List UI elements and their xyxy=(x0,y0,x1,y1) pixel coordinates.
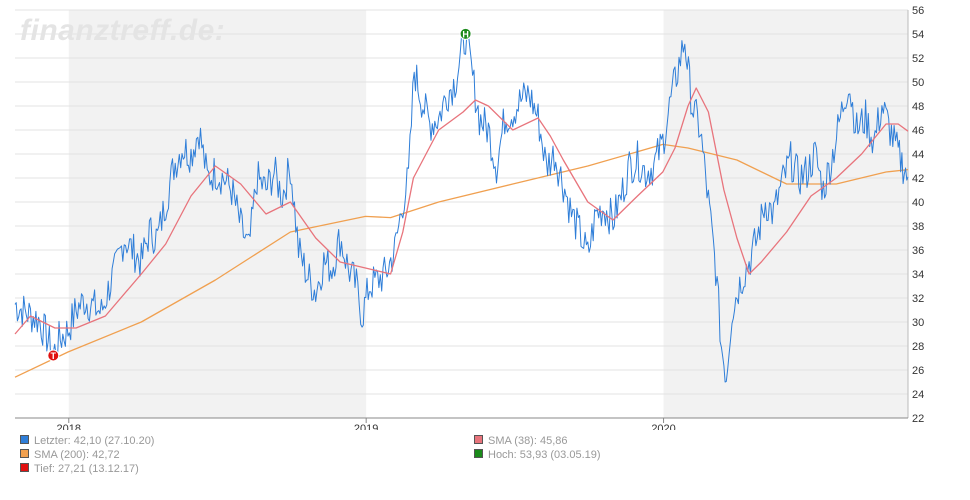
legend-swatch-sma38 xyxy=(474,435,483,444)
y-tick-label-22: 22 xyxy=(912,413,924,425)
y-tick-label-28: 28 xyxy=(912,341,924,353)
high-marker xyxy=(459,27,472,40)
legend-label-sma38: SMA (38): 45,86 xyxy=(488,435,568,447)
legend-item-sma200: SMA (200): 42,72 xyxy=(20,448,120,462)
year-band-2018 xyxy=(68,10,367,418)
x-tick-label-2020: 2020 xyxy=(651,423,675,430)
legend-item-high: Hoch: 53,93 (03.05.19) xyxy=(474,448,601,462)
y-tick-label-38: 38 xyxy=(912,221,924,233)
legend-swatch-sma200 xyxy=(20,449,29,458)
y-tick-label-56: 56 xyxy=(912,5,924,17)
high-marker-label: H xyxy=(462,29,469,39)
legend-swatch-price xyxy=(20,435,29,444)
y-tick-label-50: 50 xyxy=(912,77,924,89)
legend-swatch-low xyxy=(20,463,29,472)
low-marker-label: T xyxy=(51,351,57,361)
legend-swatch-high xyxy=(474,449,483,458)
y-tick-label-24: 24 xyxy=(912,389,924,401)
legend-label-high: Hoch: 53,93 (03.05.19) xyxy=(488,449,601,461)
watermark-logo: finanztreff.de: xyxy=(20,14,226,47)
y-tick-label-36: 36 xyxy=(912,245,924,257)
legend-item-sma38: SMA (38): 45,86 xyxy=(474,434,568,448)
y-tick-label-42: 42 xyxy=(912,173,924,185)
series-sma38 xyxy=(14,87,909,335)
y-tick-label-52: 52 xyxy=(912,53,924,65)
y-tick-label-26: 26 xyxy=(912,365,924,377)
y-tick-label-32: 32 xyxy=(912,293,924,305)
y-tick-label-34: 34 xyxy=(912,269,924,281)
y-tick-label-54: 54 xyxy=(912,29,924,41)
year-band-2020 xyxy=(663,10,908,418)
legend: Letzter: 42,10 (27.10.20) SMA (38): 45,8… xyxy=(0,434,970,494)
y-tick-label-40: 40 xyxy=(912,197,924,209)
chart-plot: 22 24 26 28 30 32 34 36 38 40 42 44 46 48 50 52 54 56 2018… xyxy=(14,5,924,435)
legend-label-low: Tief: 27,21 (13.12.17) xyxy=(34,463,139,475)
x-tick-label-2018: 2018 xyxy=(57,423,81,430)
y-tick-label-30: 30 xyxy=(912,317,924,329)
legend-label-sma200: SMA (200): 42,72 xyxy=(34,449,120,461)
x-tick-label-2019: 2019 xyxy=(354,423,378,430)
legend-label-last: Letzter: 42,10 (27.10.20) xyxy=(34,435,155,447)
legend-item-low: Tief: 27,21 (13.12.17) xyxy=(20,462,139,476)
y-tick-label-48: 48 xyxy=(912,101,924,113)
y-tick-label-46: 46 xyxy=(912,125,924,137)
low-marker xyxy=(47,349,60,362)
y-tick-label-44: 44 xyxy=(912,149,924,161)
series-sma200 xyxy=(14,143,909,378)
legend-item-last: Letzter: 42,10 (27.10.20) xyxy=(20,434,154,448)
